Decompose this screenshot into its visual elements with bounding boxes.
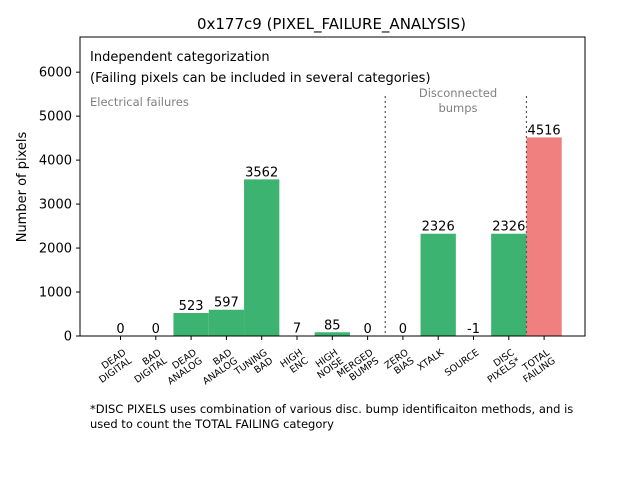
value-label: 0 bbox=[363, 322, 371, 337]
bar bbox=[491, 233, 527, 336]
x-tick-label: SOURCE bbox=[443, 347, 481, 379]
x-tick-label: TUNINGBAD bbox=[232, 347, 275, 386]
annotation-disconnected-line2: bumps bbox=[438, 101, 477, 115]
x-tick-label: MERGEDBUMPS bbox=[335, 347, 381, 388]
x-tick-label: HIGHENC bbox=[278, 347, 310, 378]
x-tick-label: ZEROBIAS bbox=[383, 347, 417, 379]
bar bbox=[244, 179, 280, 336]
x-tick-label: DEADANALOG bbox=[160, 347, 205, 387]
annotation-disconnected-line1: Disconnected bbox=[419, 86, 497, 100]
x-tick-label: DEADDIGITAL bbox=[92, 347, 135, 386]
y-tick-label: 3000 bbox=[39, 198, 72, 213]
bar bbox=[173, 313, 209, 336]
value-label: 0 bbox=[116, 322, 124, 337]
x-axis: DEADDIGITAL BADDIGITAL DEADANALOG BADANALOG… bbox=[92, 336, 558, 388]
value-label: 3562 bbox=[245, 165, 278, 180]
value-label: -1 bbox=[467, 322, 480, 337]
value-label: 4516 bbox=[528, 123, 561, 138]
bar bbox=[420, 233, 456, 336]
y-tick-label: 1000 bbox=[39, 286, 72, 301]
annotation-heading-line1: Independent categorization bbox=[90, 50, 270, 65]
separators-group bbox=[384, 96, 528, 336]
x-tick-label: BADDIGITAL bbox=[127, 347, 170, 386]
value-label: 0 bbox=[152, 322, 160, 337]
x-tick-label: DISCPIXELS* bbox=[480, 347, 523, 386]
bar bbox=[208, 309, 245, 336]
value-label: 85 bbox=[324, 318, 341, 333]
value-label: 523 bbox=[179, 299, 204, 314]
y-tick-label: 5000 bbox=[39, 110, 72, 125]
bar bbox=[526, 137, 562, 336]
bars-group bbox=[173, 137, 562, 337]
chart-title: 0x177c9 (PIXEL_FAILURE_ANALYSIS) bbox=[197, 15, 466, 34]
y-tick-label: 2000 bbox=[39, 242, 72, 257]
value-label: 0 bbox=[399, 322, 407, 337]
y-tick-label: 6000 bbox=[39, 66, 72, 81]
bar bbox=[314, 332, 350, 336]
value-label: 597 bbox=[214, 296, 239, 311]
value-label: 2326 bbox=[492, 220, 525, 235]
footnote-line1: *DISC PIXELS uses combination of various… bbox=[90, 402, 573, 416]
y-axis: 0 1000 2000 3000 4000 5000 6000 bbox=[39, 66, 80, 345]
y-axis-label: Number of pixels bbox=[15, 131, 30, 242]
y-tick-label: 0 bbox=[64, 330, 72, 345]
value-labels-group: 0 0 523 597 3562 7 85 0 0 2326 -1 2326 4516 bbox=[116, 123, 560, 337]
y-tick-label: 4000 bbox=[39, 154, 72, 169]
annotation-electrical-failures: Electrical failures bbox=[90, 95, 189, 109]
x-tick-label: TOTALFAILING bbox=[516, 347, 558, 386]
value-label: 7 bbox=[293, 322, 301, 337]
annotation-heading-line2: (Failing pixels can be included in sever… bbox=[90, 71, 431, 86]
value-label: 2326 bbox=[422, 220, 455, 235]
footnote-line2: used to count the TOTAL FAILING category bbox=[90, 417, 334, 431]
